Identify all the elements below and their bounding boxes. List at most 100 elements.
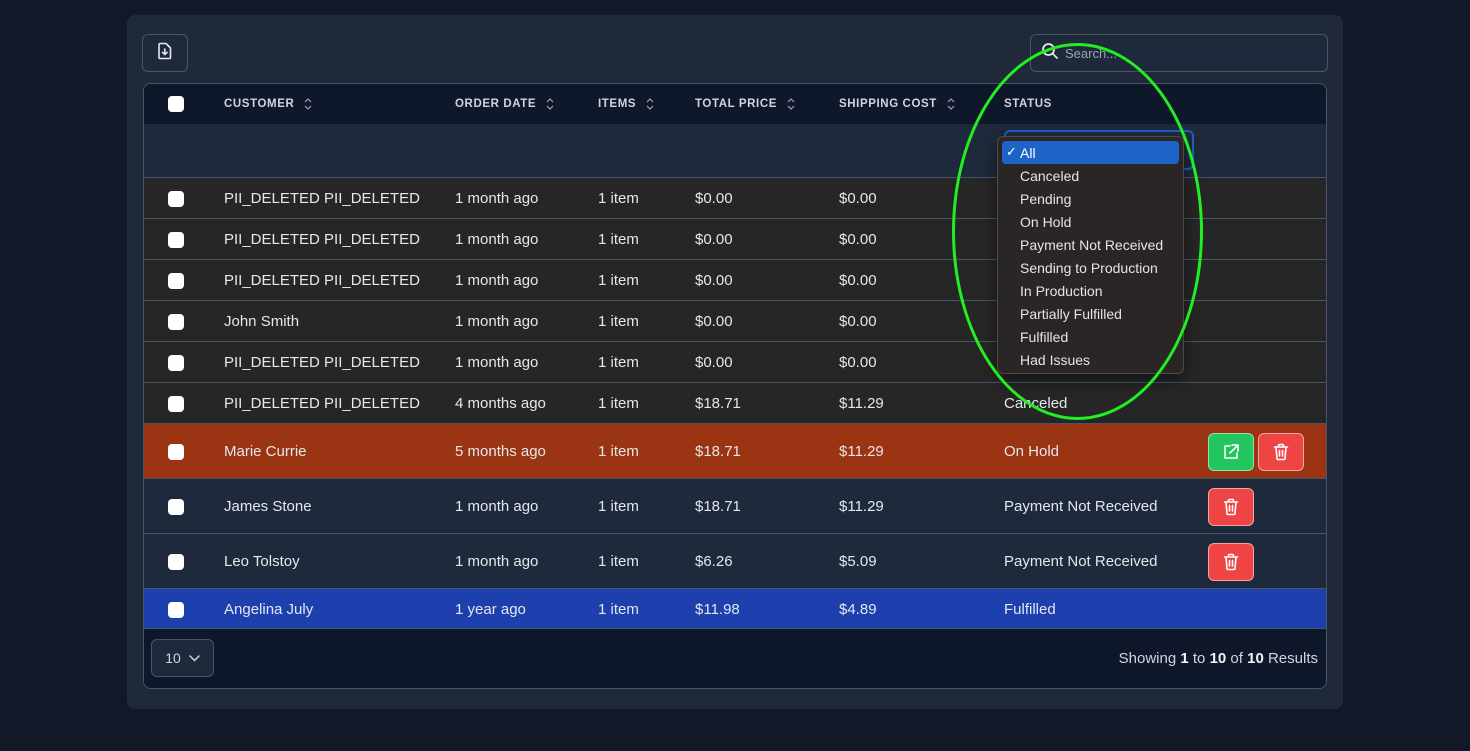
status-option-label: Fulfilled <box>1020 328 1069 345</box>
results-total: 10 <box>1247 650 1264 667</box>
file-download-icon <box>157 42 173 65</box>
cell-status: Payment Not Received <box>1004 552 1158 570</box>
cell-customer: PII_DELETED PII_DELETED <box>224 189 420 207</box>
row-checkbox[interactable] <box>168 191 184 207</box>
cell-customer: Angelina July <box>224 600 314 618</box>
sort-icon[interactable] <box>646 98 654 110</box>
status-option-label: All <box>1020 144 1036 161</box>
row-checkbox[interactable] <box>168 554 184 570</box>
table-row[interactable]: Leo Tolstoy 1 month ago 1 item $6.26 $5.09 Pa… <box>144 533 1326 588</box>
sort-icon[interactable] <box>787 98 795 110</box>
cell-status: Payment Not Received <box>1004 497 1158 515</box>
status-option[interactable]: On Hold <box>1002 210 1179 233</box>
column-header-total-price[interactable]: TOTAL PRICE <box>695 84 795 124</box>
status-option[interactable]: Sending to Production <box>1002 256 1179 279</box>
column-header-customer[interactable]: CUSTOMER <box>224 84 312 124</box>
cell-customer: Marie Currie <box>224 442 307 460</box>
delete-button[interactable] <box>1208 488 1254 526</box>
status-option[interactable]: In Production <box>1002 279 1179 302</box>
cell-order-date: 5 months ago <box>455 442 546 460</box>
status-option[interactable]: Fulfilled <box>1002 325 1179 348</box>
chevron-down-icon <box>189 654 200 662</box>
cell-items: 1 item <box>598 552 639 570</box>
cell-customer: PII_DELETED PII_DELETED <box>224 394 420 412</box>
export-button[interactable] <box>142 34 188 72</box>
select-all-checkbox[interactable] <box>168 96 184 112</box>
cell-total-price: $18.71 <box>695 442 741 460</box>
table-row[interactable]: James Stone 1 month ago 1 item $18.71 $11.29… <box>144 478 1326 533</box>
cell-items: 1 item <box>598 189 639 207</box>
status-option[interactable]: ✓ All <box>1002 141 1179 164</box>
row-checkbox[interactable] <box>168 232 184 248</box>
cell-status: Fulfilled <box>1004 600 1056 618</box>
cell-total-price: $0.00 <box>695 230 733 248</box>
row-checkbox[interactable] <box>168 444 184 460</box>
cell-customer: PII_DELETED PII_DELETED <box>224 353 420 371</box>
cell-customer: Leo Tolstoy <box>224 552 300 570</box>
cell-total-price: $11.98 <box>695 600 740 618</box>
sort-icon[interactable] <box>546 98 554 110</box>
row-checkbox[interactable] <box>168 314 184 330</box>
status-option-label: Canceled <box>1020 167 1080 184</box>
cell-items: 1 item <box>598 271 639 289</box>
cell-shipping-cost: $0.00 <box>839 353 877 371</box>
cell-shipping-cost: $4.89 <box>839 600 877 618</box>
cell-status: Canceled <box>1004 394 1068 412</box>
cell-items: 1 item <box>598 353 639 371</box>
page-size-select[interactable]: 10 <box>151 639 214 677</box>
search-field[interactable] <box>1030 34 1328 72</box>
cell-order-date: 1 month ago <box>455 552 539 570</box>
column-label: ORDER DATE <box>455 98 537 110</box>
column-label: CUSTOMER <box>224 98 295 110</box>
cell-items: 1 item <box>598 497 639 515</box>
row-checkbox[interactable] <box>168 355 184 371</box>
cell-total-price: $0.00 <box>695 353 733 371</box>
cell-customer: John Smith <box>224 312 300 330</box>
column-header-items[interactable]: ITEMS <box>598 84 654 124</box>
status-option[interactable]: Payment Not Received <box>1002 233 1179 256</box>
row-checkbox[interactable] <box>168 273 184 289</box>
checkmark-icon: ✓ <box>1006 144 1017 159</box>
cell-shipping-cost: $11.29 <box>839 394 884 412</box>
table-row[interactable]: Marie Currie 5 months ago 1 item $18.71 $11.… <box>144 423 1326 478</box>
results-summary: Showing 1 to 10 of 10 Results <box>1119 650 1318 667</box>
column-header-shipping-cost[interactable]: SHIPPING COST <box>839 84 955 124</box>
row-checkbox[interactable] <box>168 499 184 515</box>
column-label: STATUS <box>1004 98 1052 110</box>
cell-total-price: $6.26 <box>695 552 733 570</box>
orders-card: CUSTOMER ORDER DATE ITEMS TOTAL PRICE <box>127 15 1343 709</box>
sort-icon[interactable] <box>304 98 312 110</box>
delete-button[interactable] <box>1208 543 1254 581</box>
external-link-icon <box>1222 443 1240 461</box>
status-option-label: Sending to Production <box>1020 259 1158 276</box>
page-size-value: 10 <box>165 650 181 666</box>
table-row[interactable]: PII_DELETED PII_DELETED 4 months ago 1 ite… <box>144 382 1326 423</box>
status-dropdown-menu: ✓ All Canceled Pending On Hold Payment Not Re… <box>997 136 1184 374</box>
cell-shipping-cost: $0.00 <box>839 271 877 289</box>
table-row[interactable]: Angelina July 1 year ago 1 item $11.98 $4.89… <box>144 588 1326 629</box>
search-input[interactable] <box>1065 45 1315 61</box>
cell-shipping-cost: $0.00 <box>839 189 877 207</box>
status-option[interactable]: Pending <box>1002 187 1179 210</box>
cell-order-date: 4 months ago <box>455 394 546 412</box>
cell-total-price: $0.00 <box>695 189 733 207</box>
sort-icon[interactable] <box>947 98 955 110</box>
cell-total-price: $18.71 <box>695 394 741 412</box>
column-label: ITEMS <box>598 98 637 110</box>
cell-order-date: 1 month ago <box>455 497 539 515</box>
cell-items: 1 item <box>598 312 639 330</box>
column-header-order-date[interactable]: ORDER DATE <box>455 84 554 124</box>
row-checkbox[interactable] <box>168 396 184 412</box>
row-checkbox[interactable] <box>168 602 184 618</box>
status-option[interactable]: Canceled <box>1002 164 1179 187</box>
cell-items: 1 item <box>598 600 639 618</box>
cell-customer: PII_DELETED PII_DELETED <box>224 271 420 289</box>
trash-icon <box>1223 498 1239 516</box>
status-option-label: On Hold <box>1020 213 1072 230</box>
delete-button[interactable] <box>1258 433 1304 471</box>
trash-icon <box>1223 553 1239 571</box>
edit-button[interactable] <box>1208 433 1254 471</box>
status-option[interactable]: Partially Fulfilled <box>1002 302 1179 325</box>
status-option[interactable]: Had Issues <box>1002 348 1179 371</box>
cell-order-date: 1 month ago <box>455 312 539 330</box>
